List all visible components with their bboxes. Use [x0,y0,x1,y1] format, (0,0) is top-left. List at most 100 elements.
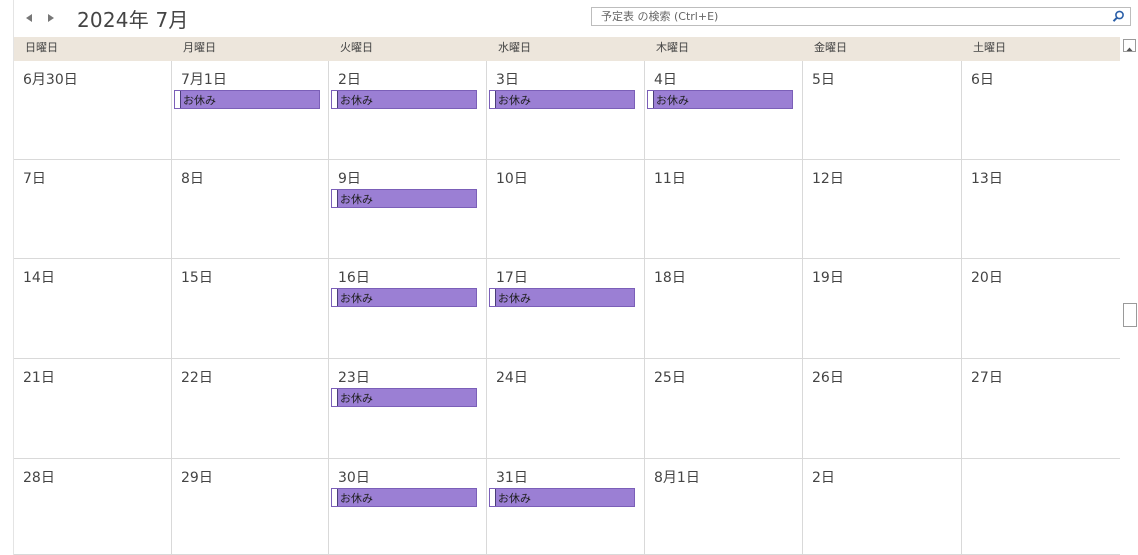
date-label: 2日 [338,72,361,88]
day-cell[interactable]: 29日 [172,459,329,554]
day-cell[interactable]: 11日 [645,160,803,258]
day-cell[interactable]: 7日 [14,160,172,258]
event-status-marker [490,289,496,306]
previous-month-button[interactable] [22,9,36,27]
scroll-thumb[interactable] [1123,303,1137,327]
day-cell[interactable]: 26日 [803,359,962,458]
weekday-header: 水曜日 [498,41,531,54]
weekday-header: 火曜日 [340,41,373,54]
day-cell[interactable]: 24日 [487,359,645,458]
event-item[interactable]: お休み [489,288,635,307]
date-label: 31日 [496,470,528,486]
event-item[interactable]: お休み [174,90,320,109]
date-label: 26日 [812,370,844,386]
day-cell[interactable]: 22日 [172,359,329,458]
event-status-marker [332,91,338,108]
date-label: 15日 [181,270,213,286]
date-label: 6日 [971,72,994,88]
day-cell[interactable]: 2日お休み [329,61,487,159]
event-item[interactable]: お休み [331,488,477,507]
day-cell[interactable]: 7月1日お休み [172,61,329,159]
day-cell[interactable] [962,459,1120,554]
vertical-scrollbar[interactable] [1122,37,1138,555]
date-label: 6月30日 [23,72,78,88]
calendar-search-box[interactable] [591,7,1131,26]
day-cell[interactable]: 31日お休み [487,459,645,554]
month-title: 2024年 7月 [77,8,189,32]
event-status-marker [490,489,496,506]
next-month-button[interactable] [44,9,58,27]
event-status-marker [332,489,338,506]
event-title: お休み [498,492,531,505]
event-title: お休み [340,193,373,206]
day-cell[interactable]: 3日お休み [487,61,645,159]
event-title: お休み [498,94,531,107]
event-title: お休み [498,292,531,305]
date-label: 7日 [23,171,46,187]
date-label: 8月1日 [654,470,700,486]
day-cell[interactable]: 20日 [962,259,1120,358]
date-label: 18日 [654,270,686,286]
weeks-container: 6月30日 7月1日 お休み 2日 お休み 3日 お休み 4日 お休み 5日 6日 7日 8日 9日 お休み… [14,61,1120,555]
event-item[interactable]: お休み [331,288,477,307]
calendar-toolbar: 2024年 7月 [14,0,1138,36]
event-item[interactable]: お休み [489,488,635,507]
date-label: 7月1日 [181,72,227,88]
date-label: 12日 [812,171,844,187]
search-input[interactable] [592,8,1092,25]
day-cell[interactable]: 13日 [962,160,1120,258]
date-label: 19日 [812,270,844,286]
day-cell[interactable]: 8月1日 [645,459,803,554]
day-cell[interactable]: 21日 [14,359,172,458]
event-status-marker [490,91,496,108]
day-cell[interactable]: 15日 [172,259,329,358]
day-cell[interactable]: 18日 [645,259,803,358]
day-cell[interactable]: 12日 [803,160,962,258]
day-cell[interactable]: 19日 [803,259,962,358]
weekday-header: 日曜日 [25,41,58,54]
weekday-header: 月曜日 [183,41,216,54]
event-item[interactable]: お休み [489,90,635,109]
event-item[interactable]: お休み [647,90,793,109]
date-label: 23日 [338,370,370,386]
event-title: お休み [340,492,373,505]
day-cell[interactable]: 5日 [803,61,962,159]
day-cell[interactable]: 17日お休み [487,259,645,358]
event-title: お休み [340,94,373,107]
week-row: 6月30日 7月1日 お休み 2日 お休み 3日 お休み 4日 お休み 5日 6日 [14,61,1120,160]
day-cell[interactable]: 6月30日 [14,61,172,159]
event-title: お休み [183,94,216,107]
date-label: 3日 [496,72,519,88]
day-cell[interactable]: 6日 [962,61,1120,159]
date-label: 13日 [971,171,1003,187]
date-label: 20日 [971,270,1003,286]
date-label: 29日 [181,470,213,486]
day-cell[interactable]: 27日 [962,359,1120,458]
date-label: 30日 [338,470,370,486]
day-cell[interactable]: 25日 [645,359,803,458]
day-cell[interactable]: 8日 [172,160,329,258]
event-item[interactable]: お休み [331,388,477,407]
event-item[interactable]: お休み [331,90,477,109]
day-cell[interactable]: 23日お休み [329,359,487,458]
day-cell[interactable]: 9日 お休み [329,160,487,258]
date-label: 5日 [812,72,835,88]
date-label: 24日 [496,370,528,386]
day-cell[interactable]: 4日お休み [645,61,803,159]
scroll-up-button[interactable] [1123,39,1136,52]
date-label: 4日 [654,72,677,88]
event-status-marker [332,389,338,406]
day-cell[interactable]: 28日 [14,459,172,554]
triangle-up-icon [1126,47,1133,51]
event-item[interactable]: お休み [331,189,477,208]
day-cell[interactable]: 14日 [14,259,172,358]
event-title: お休み [340,392,373,405]
day-cell[interactable]: 10日 [487,160,645,258]
date-label: 2日 [812,470,835,486]
day-cell[interactable]: 16日 お休み [329,259,487,358]
date-label: 21日 [23,370,55,386]
date-label: 17日 [496,270,528,286]
day-cell[interactable]: 30日お休み [329,459,487,554]
day-cell[interactable]: 2日 [803,459,962,554]
magnifier-icon[interactable] [1111,9,1126,24]
